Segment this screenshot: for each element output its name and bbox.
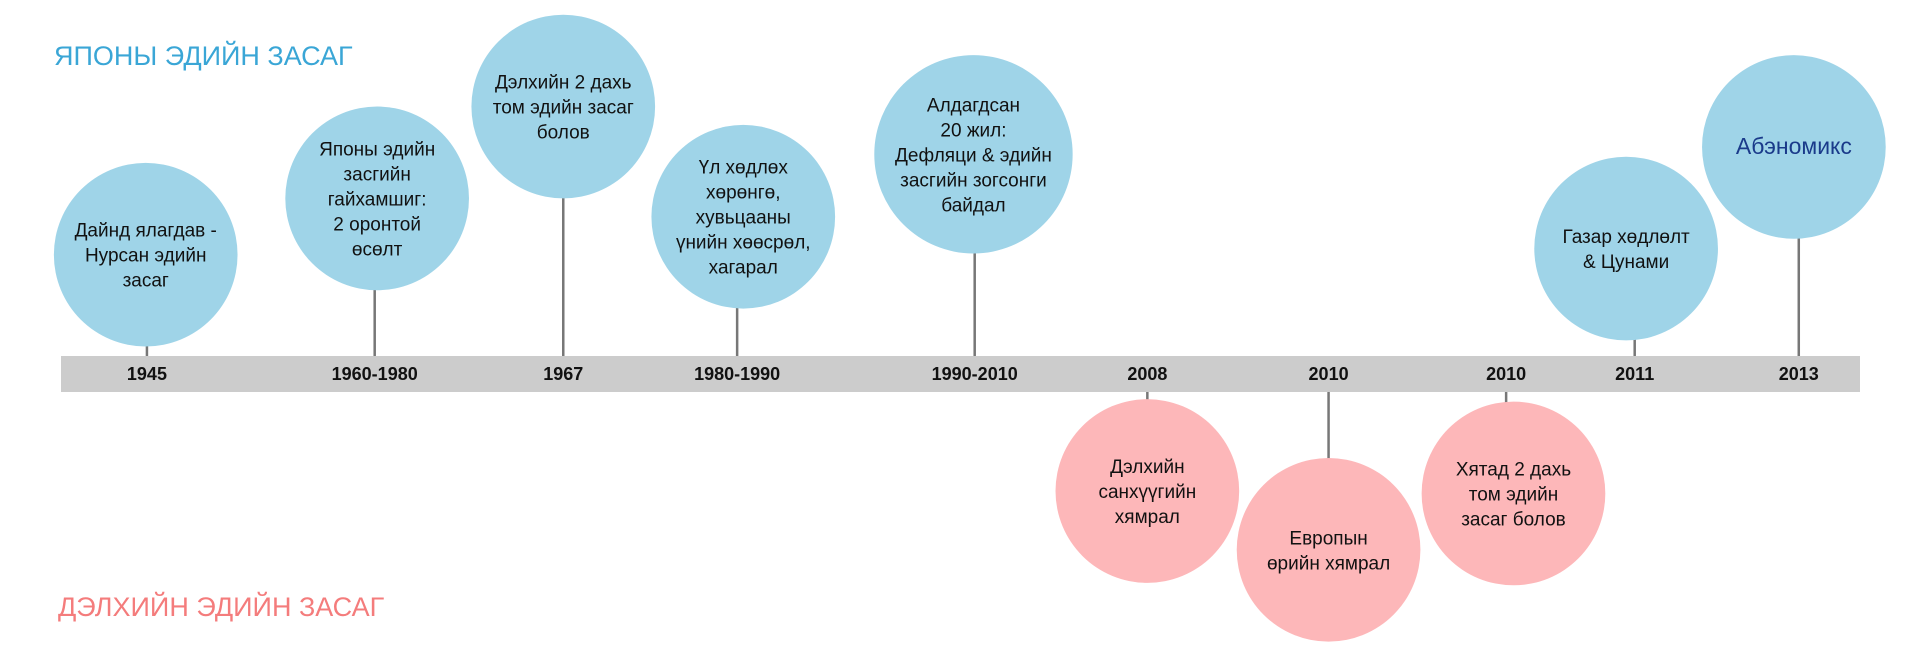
- event-circle: [1055, 399, 1240, 583]
- label-line: гайхамшиг:: [328, 189, 427, 210]
- event: 2008 Дэлхийн санхүүгийн хямрал: [1055, 364, 1240, 583]
- event-label: Газар хөдлөлт & Цунами: [1562, 227, 1690, 273]
- label-line: үнийн хөөсрөл,: [676, 233, 811, 254]
- label-line: Үл хөдлөх: [699, 158, 789, 179]
- event-year: 1967: [543, 364, 583, 384]
- label-line: засаг: [123, 271, 169, 292]
- event: 1945 Дайнд ялагдав - Нурсан эдийн засаг: [53, 162, 238, 384]
- label-line: Дефляци & эдийн: [895, 145, 1052, 166]
- event: 2013 Абэномикс: [1702, 55, 1886, 384]
- event-label: Абэномикс: [1736, 133, 1852, 159]
- label-line: хувьцааны: [696, 208, 791, 229]
- event: 2011 Газар хөдлөлт & Цунами: [1534, 156, 1718, 384]
- event: 1980-1990 Үл хөдлөх хөрөнгө, хувьцааны үнийн…: [651, 124, 836, 384]
- event: 1967 Дэлхийн 2 дахь том эдийн засаг болов: [471, 14, 656, 384]
- event-circle: [1421, 401, 1606, 586]
- label-line: байдал: [941, 195, 1005, 216]
- timeline-bar: [61, 356, 1860, 392]
- label-line: Алдагдсан: [927, 95, 1020, 116]
- event-circle: [1534, 156, 1718, 341]
- label-line: Дэлхийн 2 дахь: [495, 73, 632, 94]
- event-label: Үл хөдлөх хөрөнгө, хувьцааны үнийн хөөсрөл,…: [676, 158, 811, 279]
- event-circle: [285, 106, 469, 291]
- event-year: 1960-1980: [332, 364, 418, 384]
- label-line: & Цунами: [1583, 252, 1669, 273]
- label-line: болов: [537, 123, 590, 144]
- event-label: Дэлхийн 2 дахь том эдийн засаг болов: [493, 73, 634, 144]
- label-line: Абэномикс: [1736, 133, 1852, 159]
- event-year: 2010: [1486, 364, 1526, 384]
- event-label: Европын өрийн хямрал: [1267, 528, 1390, 574]
- event-label: Хятад 2 дахь том эдийн засаг болов: [1456, 459, 1571, 530]
- event: 2010 Хятад 2 дахь том эдийн засаг болов: [1421, 364, 1606, 586]
- label-line: Газар хөдлөлт: [1562, 227, 1690, 248]
- label-line: Дэлхийн: [1110, 457, 1184, 478]
- label-line: Японы эдийн: [319, 139, 435, 160]
- label-line: Хятад 2 дахь: [1456, 459, 1571, 480]
- label-line: өсөлт: [352, 239, 403, 260]
- event-year: 2010: [1309, 364, 1349, 384]
- label-line: засгийн зогсонги: [900, 170, 1047, 191]
- japan-heading: ЯПОНЫ ЭДИЙН ЗАСАГ: [54, 40, 353, 71]
- label-line: засаг болов: [1461, 509, 1566, 530]
- event-circle: [471, 14, 656, 199]
- event-circle: [874, 55, 1073, 254]
- label-line: хөрөнгө,: [706, 183, 780, 204]
- event-year: 1980-1990: [694, 364, 780, 384]
- event-year: 2011: [1615, 364, 1654, 384]
- label-line: Дайнд ялагдав -: [75, 221, 217, 242]
- event: 1990-2010 Алдагдсан 20 жил: Дефляци & эдийн…: [874, 55, 1073, 384]
- event-label: Дэлхийн санхүүгийн хямрал: [1098, 457, 1196, 528]
- world-heading: ДЭЛХИЙН ЭДИЙН ЗАСАГ: [58, 591, 385, 622]
- event-circle: [651, 124, 836, 309]
- label-line: Европын: [1289, 528, 1367, 549]
- label-line: хямрал: [1115, 507, 1180, 528]
- event: 2010 Европын өрийн хямрал: [1236, 364, 1421, 642]
- event-circle: [1702, 55, 1886, 239]
- event-year: 2013: [1779, 364, 1819, 384]
- event-label: Алдагдсан 20 жил: Дефляци & эдийн засгийн з…: [895, 95, 1052, 216]
- event-year: 1945: [127, 364, 167, 384]
- event: 1960-1980 Японы эдийн засгийн гайхамшиг: 2 о…: [285, 106, 469, 384]
- event-label: Японы эдийн засгийн гайхамшиг: 2 оронтой өсө…: [319, 139, 435, 260]
- event-label: Дайнд ялагдав - Нурсан эдийн засаг: [75, 221, 217, 292]
- label-line: 2 оронтой: [333, 214, 421, 235]
- label-line: санхүүгийн: [1098, 482, 1196, 503]
- event-circle: [53, 162, 238, 347]
- event-year: 1990-2010: [932, 364, 1018, 384]
- label-line: засгийн: [343, 164, 410, 185]
- label-line: 20 жил:: [940, 120, 1006, 141]
- label-line: өрийн хямрал: [1267, 553, 1390, 574]
- event-year: 2008: [1127, 364, 1167, 384]
- label-line: Нурсан эдийн: [85, 246, 207, 267]
- label-line: том эдийн: [1469, 484, 1558, 505]
- label-line: хагарал: [709, 258, 778, 279]
- event-circle: [1236, 457, 1421, 642]
- label-line: том эдийн засаг: [493, 98, 634, 119]
